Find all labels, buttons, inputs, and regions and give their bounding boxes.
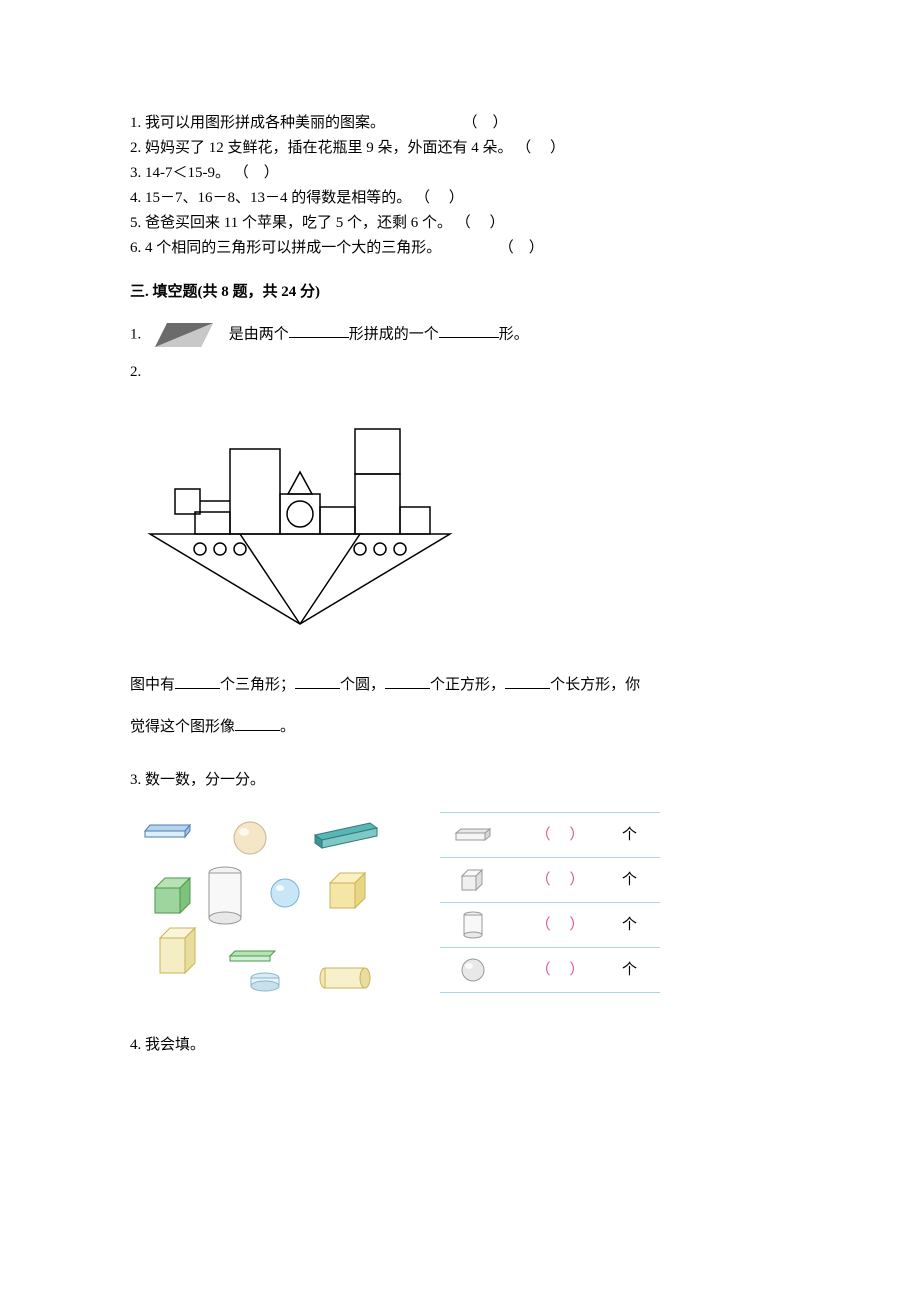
tf-4-text: 15－7、16－8、13－4 的得数是相等的。 <box>145 190 411 206</box>
parallelogram-icon <box>155 320 215 350</box>
cube-icon <box>448 866 498 894</box>
tf-5-paren: （ ） <box>456 211 505 235</box>
q3: 3. 数一数，分一分。 <box>130 768 790 993</box>
q1: 1. 是由两个 形拼成的一个 形。 <box>130 320 790 350</box>
table-row: （ ） 个 <box>440 812 660 858</box>
q2-text: 图中有 个三角形； 个圆， 个正方形， 个长方形，你 觉得这个图形像 。 <box>130 664 790 748</box>
tf-6-paren: （ ） <box>499 236 544 260</box>
table-row: （ ） 个 <box>440 948 660 993</box>
tf-6-text: 4 个相同的三角形可以拼成一个大的三角形。 <box>145 240 441 256</box>
tf-2-paren: （ ） <box>516 136 565 160</box>
unit: 个 <box>622 958 652 982</box>
q1-text-mid: 形拼成的一个 <box>349 326 439 342</box>
q3-container: （ ） 个 （ ） 个 <box>130 812 790 993</box>
q1-text-before: 是由两个 <box>229 326 289 342</box>
tf-1-num: 1 <box>130 115 138 131</box>
blank <box>385 672 430 689</box>
q3-table: （ ） 个 （ ） 个 <box>440 812 660 993</box>
tf-item-6: 6. 4 个相同的三角形可以拼成一个大的三角形。 （ ） <box>130 236 790 260</box>
table-row: （ ） 个 <box>440 903 660 948</box>
count-paren: （ ） <box>498 958 622 982</box>
tf-2-text: 妈妈买了 12 支鲜花，插在花瓶里 9 朵，外面还有 4 朵。 <box>145 140 513 156</box>
tf-item-2: 2. 妈妈买了 12 支鲜花，插在花瓶里 9 朵，外面还有 4 朵。 （ ） <box>130 136 790 160</box>
q3-title: 3. 数一数，分一分。 <box>130 768 790 792</box>
tf-6-num: 6 <box>130 240 138 256</box>
tf-3-paren: （ ） <box>234 161 279 185</box>
blank <box>289 321 349 338</box>
q1-text-after: 形。 <box>499 326 529 342</box>
tf-1-text: 我可以用图形拼成各种美丽的图案。 <box>145 115 385 131</box>
cuboid-icon <box>448 826 498 844</box>
tf-3-text: 14-7＜15-9。 <box>145 165 230 181</box>
count-paren: （ ） <box>498 823 622 847</box>
tf-item-1: 1. 我可以用图形拼成各种美丽的图案。 （ ） <box>130 111 790 135</box>
blank <box>175 672 220 689</box>
tf-item-5: 5. 爸爸买回来 11 个苹果，吃了 5 个，还剩 6 个。 （ ） <box>130 211 790 235</box>
unit: 个 <box>622 823 652 847</box>
q2-t4: 个正方形， <box>430 677 505 693</box>
tf-4-num: 4 <box>130 190 138 206</box>
q2-t1: 图中有 <box>130 677 175 693</box>
tf-5-text: 爸爸买回来 11 个苹果，吃了 5 个，还剩 6 个。 <box>145 215 452 231</box>
ship-diagram <box>130 394 470 634</box>
q2-num: 2. <box>130 360 790 384</box>
tf-4-paren: （ ） <box>415 186 464 210</box>
q2-t5: 个长方形，你 <box>550 677 640 693</box>
q2: 2. <box>130 360 790 748</box>
cylinder-icon <box>448 910 498 940</box>
q2-t3: 个圆， <box>340 677 385 693</box>
tf-3-num: 3 <box>130 165 138 181</box>
tf-item-4: 4. 15－7、16－8、13－4 的得数是相等的。 （ ） <box>130 186 790 210</box>
blank <box>235 714 280 731</box>
blank <box>439 321 499 338</box>
table-row: （ ） 个 <box>440 858 660 903</box>
q3-shapes-panel <box>130 813 400 993</box>
section-2-items: 1. 我可以用图形拼成各种美丽的图案。 （ ） 2. 妈妈买了 12 支鲜花，插… <box>130 111 790 260</box>
unit: 个 <box>622 913 652 937</box>
q2-t6: 觉得这个图形像 <box>130 719 235 735</box>
count-paren: （ ） <box>498 913 622 937</box>
tf-5-num: 5 <box>130 215 138 231</box>
q2-t7: 。 <box>280 719 295 735</box>
unit: 个 <box>622 868 652 892</box>
q1-num: 1. <box>130 326 141 342</box>
blank <box>295 672 340 689</box>
worksheet-page: 1. 我可以用图形拼成各种美丽的图案。 （ ） 2. 妈妈买了 12 支鲜花，插… <box>0 0 920 1302</box>
tf-2-num: 2 <box>130 140 138 156</box>
q2-t2: 个三角形； <box>220 677 295 693</box>
blank <box>505 672 550 689</box>
tf-1-paren: （ ） <box>463 111 508 135</box>
q4-title: 4. 我会填。 <box>130 1033 790 1057</box>
tf-item-3: 3. 14-7＜15-9。 （ ） <box>130 161 790 185</box>
sphere-icon <box>448 957 498 983</box>
count-paren: （ ） <box>498 868 622 892</box>
section-3-header: 三. 填空题(共 8 题，共 24 分) <box>130 280 790 304</box>
